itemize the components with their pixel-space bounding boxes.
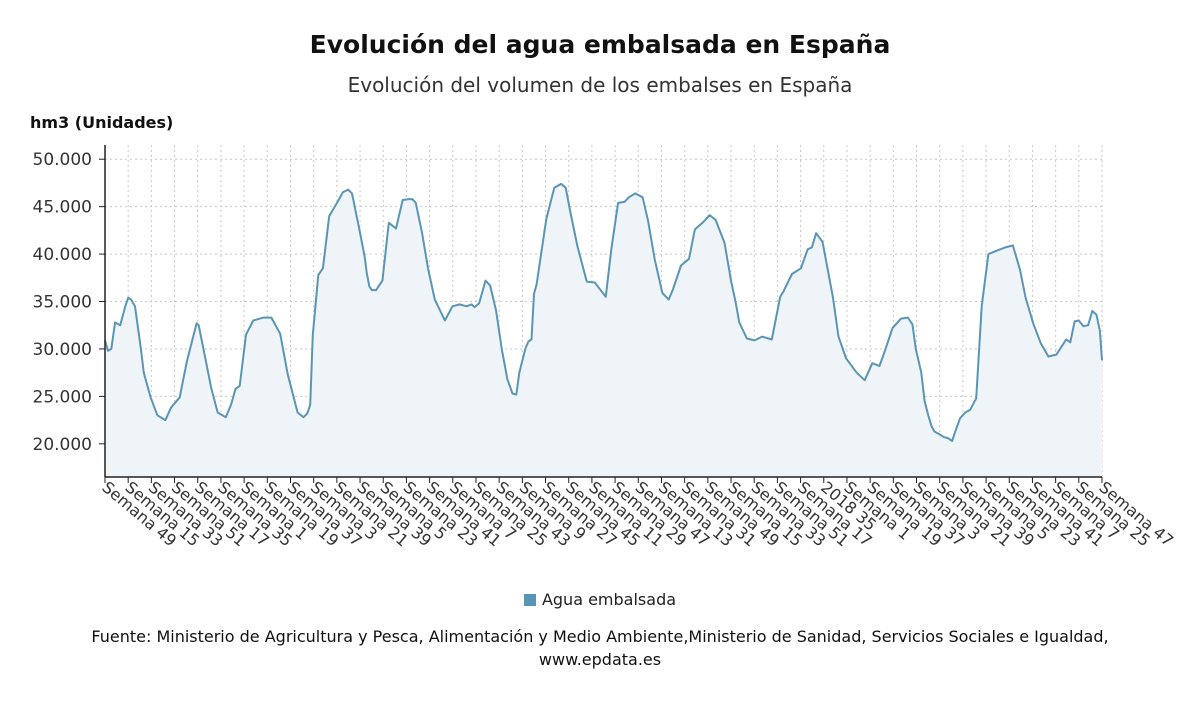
source-line: Fuente: Ministerio de Agricultura y Pesc…: [91, 627, 1109, 646]
source-url[interactable]: www.epdata.es: [538, 650, 662, 669]
area-fill: [105, 183, 1102, 477]
y-tick-label: 40.000: [33, 245, 92, 265]
y-tick-labels: 20.000 25.000 30.000 35.000 40.000 45.000 50.0…: [33, 150, 92, 455]
legend: Agua embalsada: [0, 590, 1200, 609]
y-axis-label: hm3 (Unidades): [30, 113, 173, 132]
series-line-agua-embalsada: [104, 182, 1103, 442]
y-tick-label: 35.000: [33, 293, 92, 313]
chart-subtitle: Evolución del volumen de los embalses en…: [347, 73, 853, 97]
y-tick-label: 30.000: [33, 340, 92, 360]
legend-label: Agua embalsada: [541, 590, 677, 609]
source-note: Fuente: Ministerio de Agricultura y Pesc…: [40, 625, 1160, 671]
y-tick-label: 50.000: [33, 150, 92, 170]
series-line: [104, 182, 1103, 442]
area-shape: [105, 183, 1102, 477]
legend-swatch: [523, 594, 536, 606]
axes: [99, 145, 1103, 483]
y-tick-label: 20.000: [33, 435, 92, 455]
y-tick-label: 45.000: [33, 198, 92, 218]
chart-title: Evolución del agua embalsada en España: [309, 30, 891, 59]
y-tick-label: 25.000: [33, 387, 92, 407]
chart-area: hm3 (Unidades) 20.000 25.000 30.000 35.000 4…: [30, 113, 1177, 551]
